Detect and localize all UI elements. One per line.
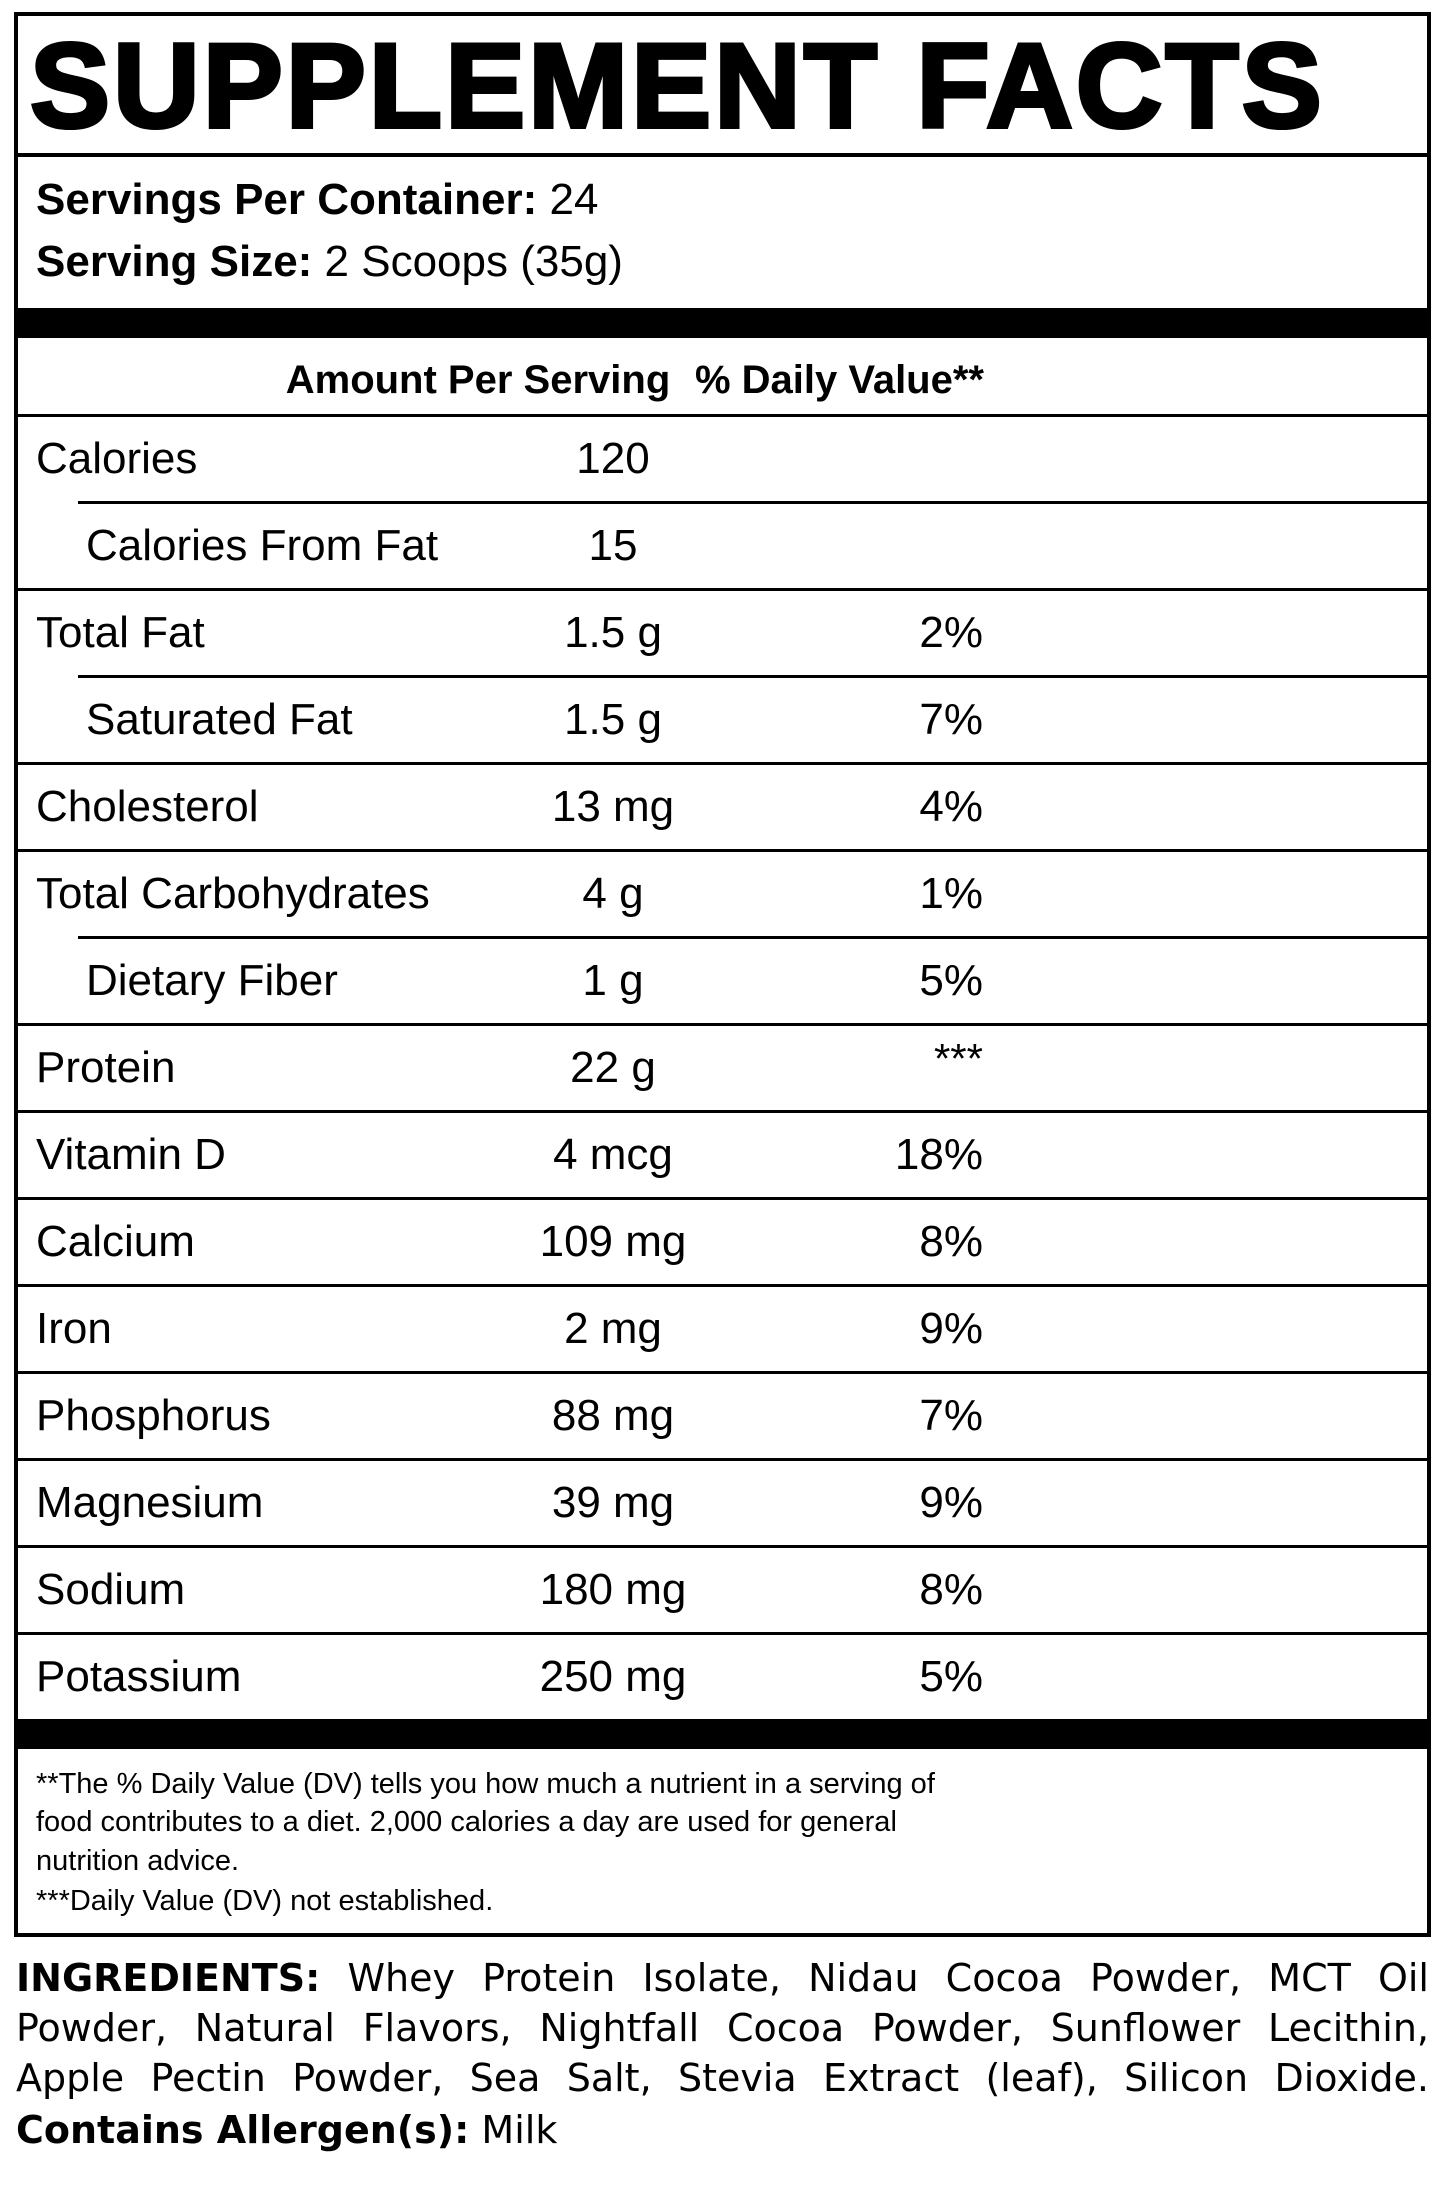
nutrient-name: Protein	[36, 1042, 176, 1092]
nutrient-amount: 1 g	[582, 955, 644, 1005]
row-divider	[78, 674, 1427, 678]
nutrient-daily-value: 5%	[919, 955, 983, 1005]
nutrient-name: Phosphorus	[36, 1390, 271, 1440]
nutrient-name: Total Carbohydrates	[36, 868, 430, 918]
servings-per-container: Servings Per Container: 24	[36, 169, 1411, 231]
nutrient-name: Iron	[36, 1303, 112, 1353]
row-divider	[18, 848, 1427, 852]
row-divider	[18, 1631, 1427, 1635]
nutrient-daily-value: 9%	[919, 1477, 983, 1527]
table-row: Saturated Fat 1.5 g 7%	[18, 678, 1427, 762]
nutrient-daily-value: 8%	[919, 1564, 983, 1614]
nutrient-amount: 1.5 g	[564, 607, 662, 657]
nutrient-daily-value: 1%	[919, 868, 983, 918]
row-divider	[78, 500, 1427, 504]
nutrient-daily-value: 2%	[919, 607, 983, 657]
table-row: Total Fat 1.5 g 2%	[18, 591, 1427, 675]
nutrient-name: Magnesium	[36, 1477, 264, 1527]
allergen-text: Contains Allergen(s): Milk	[14, 2105, 1431, 2155]
nutrient-amount: 22 g	[570, 1042, 656, 1092]
nutrient-name: Saturated Fat	[86, 694, 353, 744]
serving-size-label: Serving Size:	[36, 237, 313, 287]
nutrient-daily-value: 18%	[894, 1129, 983, 1179]
nutrient-daily-value: 7%	[919, 1390, 983, 1440]
nutrient-daily-value: 4%	[919, 781, 983, 831]
nutrient-name: Total Fat	[36, 607, 205, 657]
nutrient-amount: 15	[588, 520, 638, 570]
row-divider	[18, 1283, 1427, 1287]
table-row: Cholesterol 13 mg 4%	[18, 765, 1427, 849]
footnotes: **The % Daily Value (DV) tells you how m…	[18, 1749, 1427, 1933]
nutrient-daily-value: 8%	[919, 1216, 983, 1266]
amount-per-serving-header: Amount Per Serving	[285, 357, 671, 402]
nutrient-amount: 39 mg	[551, 1477, 675, 1527]
nutrient-name: Sodium	[36, 1564, 186, 1614]
nutrient-name: Potassium	[36, 1651, 242, 1701]
table-row: Calcium 109 mg 8%	[18, 1200, 1427, 1284]
serving-size-value: 2 Scoops (35g)	[324, 237, 623, 287]
supplement-facts-title: SUPPLEMENT FACTS	[28, 19, 1325, 153]
nutrient-amount: 13 mg	[551, 781, 675, 831]
supplement-facts-panel: SUPPLEMENT FACTS Servings Per Container:…	[14, 12, 1431, 1937]
nutrient-amount: 180 mg	[539, 1564, 687, 1614]
nutrient-amount: 109 mg	[539, 1216, 687, 1266]
nutrient-amount: 250 mg	[539, 1651, 687, 1701]
row-divider	[18, 1196, 1427, 1200]
allergen-label: Contains Allergen(s):	[16, 2108, 470, 2153]
row-divider	[18, 1022, 1427, 1026]
serving-info: Servings Per Container: 24 Serving Size:…	[18, 157, 1427, 308]
nutrient-name: Cholesterol	[36, 781, 259, 831]
servings-per-container-label: Servings Per Container:	[36, 174, 538, 224]
table-row: Iron 2 mg 9%	[18, 1287, 1427, 1371]
row-divider	[18, 1109, 1427, 1113]
table-row: Calories 120	[18, 417, 1427, 501]
divider-bar-top	[18, 307, 1427, 338]
daily-value-header: % Daily Value**	[694, 357, 984, 402]
row-divider	[18, 1457, 1427, 1461]
nutrient-amount: 88 mg	[551, 1390, 675, 1440]
not-established-footnote: ***Daily Value (DV) not established.	[36, 1885, 494, 1918]
nutrient-name: Calories	[36, 433, 198, 483]
daily-value-footnote: **The % Daily Value (DV) tells you how m…	[36, 1767, 935, 1877]
nutrient-daily-value: 5%	[919, 1651, 983, 1701]
ingredients-text: INGREDIENTS: Whey Protein Isolate, Nidau…	[14, 1953, 1431, 2103]
nutrient-amount: 2 mg	[564, 1303, 662, 1353]
servings-per-container-value: 24	[549, 174, 599, 224]
ingredients-label: INGREDIENTS:	[16, 1955, 321, 2000]
row-divider	[18, 761, 1427, 765]
table-row: Calories From Fat 15	[18, 504, 1427, 588]
nutrient-amount: 4 mcg	[553, 1129, 673, 1179]
divider-bar-bottom	[18, 1718, 1427, 1749]
nutrient-name: Dietary Fiber	[86, 955, 338, 1005]
nutrient-amount: 120	[576, 433, 650, 483]
table-row: Total Carbohydrates 4 g 1%	[18, 852, 1427, 936]
nutrient-amount: 1.5 g	[564, 694, 662, 744]
nutrient-name: Calcium	[36, 1216, 195, 1266]
table-row: Phosphorus 88 mg 7%	[18, 1374, 1427, 1458]
nutrient-amount: 4 g	[582, 868, 644, 918]
table-header: Amount Per Serving % Daily Value**	[18, 338, 1427, 414]
nutrient-daily-value: ***	[933, 1034, 983, 1082]
header-divider	[18, 413, 1427, 417]
table-row: Protein 22 g ***	[18, 1026, 1427, 1110]
table-row: Dietary Fiber 1 g 5%	[18, 939, 1427, 1023]
table-row: Vitamin D 4 mcg 18%	[18, 1113, 1427, 1197]
serving-size: Serving Size: 2 Scoops (35g)	[36, 231, 1411, 293]
nutrient-daily-value: 7%	[919, 694, 983, 744]
title-divider	[18, 152, 1427, 157]
row-divider	[78, 935, 1427, 939]
row-divider	[18, 1370, 1427, 1374]
table-row: Sodium 180 mg 8%	[18, 1548, 1427, 1632]
nutrient-daily-value: 9%	[919, 1303, 983, 1353]
ingredients-list: Whey Protein Isolate, Nidau Cocoa Powder…	[16, 1955, 1429, 2101]
nutrient-name: Calories From Fat	[86, 520, 439, 570]
table-row: Potassium 250 mg 5%	[18, 1635, 1427, 1719]
row-divider	[18, 587, 1427, 591]
row-divider	[18, 1544, 1427, 1548]
table-row: Magnesium 39 mg 9%	[18, 1461, 1427, 1545]
allergen-value: Milk	[481, 2108, 558, 2153]
nutrient-name: Vitamin D	[36, 1129, 226, 1179]
